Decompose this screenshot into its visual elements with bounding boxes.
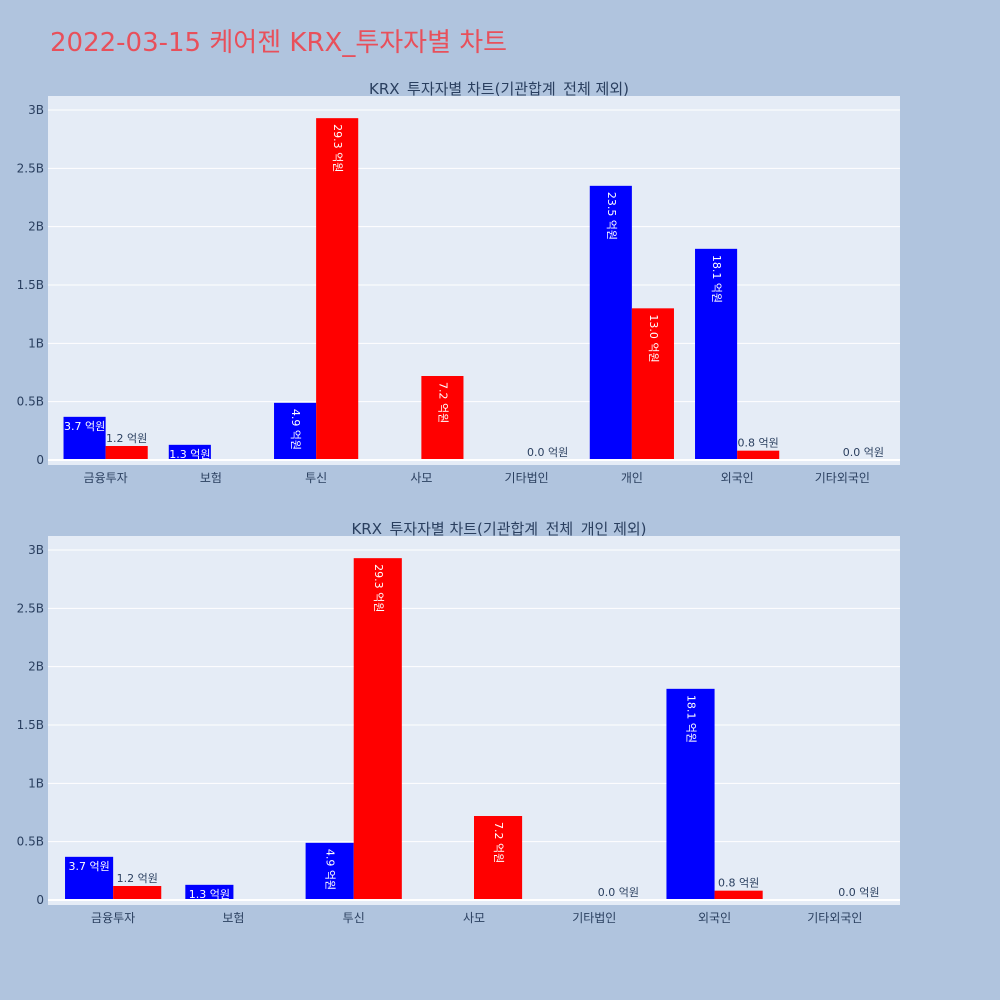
y-tick-label: 0.5B (17, 395, 44, 409)
bar-series-2 (474, 816, 523, 900)
bar-data-label: 0.0 억원 (838, 886, 879, 899)
bar-series-1 (695, 248, 738, 460)
bar-data-label: 3.7 억원 (64, 420, 105, 433)
bar-data-label: 0.0 억원 (843, 446, 884, 459)
bar-series-1 (65, 856, 114, 900)
bar-series-1 (274, 402, 317, 460)
bar-data-label: 1.3 억원 (189, 888, 230, 901)
bar-series-1 (63, 416, 106, 460)
x-tick-label: 사모 (410, 471, 432, 485)
bar-data-label: 4.9 억원 (289, 409, 302, 450)
y-tick-label: 1B (28, 776, 44, 790)
x-tick-label: 기타법인 (572, 911, 616, 925)
bar-series-1 (185, 884, 234, 900)
x-tick-label: 금융투자 (91, 911, 135, 925)
bar-series-2 (737, 450, 780, 460)
bar-data-label: 3.7 억원 (68, 860, 109, 873)
y-tick-label: 3B (28, 103, 44, 117)
x-tick-label: 외국인 (698, 911, 731, 925)
x-tick-label: 금융투자 (84, 471, 128, 485)
bar-series-2 (421, 376, 464, 460)
bar-data-label: 0.8 억원 (738, 437, 779, 450)
bar-data-label: 1.2 억원 (106, 432, 147, 445)
x-tick-label: 투신 (305, 471, 327, 485)
y-tick-label: 0 (36, 453, 44, 467)
bar-series-1 (666, 688, 715, 900)
x-tick-label: 사모 (463, 911, 485, 925)
x-tick-label: 투신 (343, 911, 365, 925)
x-tick-label: 보험 (200, 471, 222, 485)
bar-series-1 (589, 185, 632, 460)
x-tick-label: 보험 (222, 911, 244, 925)
bar-series-1 (168, 444, 211, 460)
y-tick-label: 0.5B (17, 835, 44, 849)
y-tick-label: 2.5B (17, 601, 44, 615)
bar-data-label: 0.0 억원 (527, 446, 568, 459)
bar-data-label: 29.3 억원 (372, 564, 385, 612)
chart-investor-excl-institution-total-and-individual: KRX_투자자별 차트(기관합계_전체_개인 제외) 0 0.5B 1B 1.5B 2B 2… (17, 520, 900, 925)
y-tick-label: 2.5B (17, 161, 44, 175)
bar-data-label: 29.3 억원 (331, 124, 344, 172)
y-tick-label: 1.5B (17, 718, 44, 732)
bar-series-1 (305, 842, 354, 900)
y-tick-label: 1B (28, 336, 44, 350)
chart-title: KRX_투자자별 차트(기관합계_전체 제외) (369, 80, 629, 99)
page-title: 2022-03-15 케어젠 KRX_투자자별 차트 (50, 28, 508, 58)
x-tick-label: 기타법인 (505, 471, 549, 485)
bar-data-label: 7.2 억원 (492, 822, 505, 863)
bar-data-label: 7.2 억원 (436, 382, 449, 423)
x-tick-label: 기타외국인 (807, 911, 862, 925)
bar-series-2 (113, 886, 162, 900)
y-tick-label: 3B (28, 543, 44, 557)
x-tick-label: 개인 (621, 471, 643, 485)
chart-title: KRX_투자자별 차트(기관합계_전체_개인 제외) (351, 520, 646, 539)
bar-data-label: 0.8 억원 (718, 877, 759, 890)
bar-series-2 (631, 308, 674, 460)
bar-data-label: 18.1 억원 (710, 255, 723, 303)
chart-investor-excl-institution-total: KRX_투자자별 차트(기관합계_전체 제외) 0 0.5B 1B 1.5B 2B 2.5B… (17, 80, 900, 485)
bar-data-label: 4.9 억원 (324, 849, 337, 890)
bar-series-2 (105, 446, 148, 460)
bar-series-2 (316, 118, 359, 460)
bar-series-2 (353, 558, 402, 900)
bar-data-label: 0.0 억원 (598, 886, 639, 899)
bar-series-2 (714, 890, 763, 900)
bar-data-label: 13.0 억원 (647, 314, 660, 362)
x-tick-label: 외국인 (721, 471, 754, 485)
plot-area (48, 96, 900, 465)
bar-data-label: 1.2 억원 (117, 872, 158, 885)
y-tick-label: 0 (36, 893, 44, 907)
y-tick-label: 2B (28, 220, 44, 234)
x-tick-label: 기타외국인 (815, 471, 870, 485)
bar-data-label: 18.1 억원 (685, 695, 698, 743)
y-tick-label: 1.5B (17, 278, 44, 292)
y-tick-label: 2B (28, 660, 44, 674)
bar-data-label: 23.5 억원 (605, 192, 618, 240)
bar-data-label: 1.3 억원 (169, 448, 210, 461)
